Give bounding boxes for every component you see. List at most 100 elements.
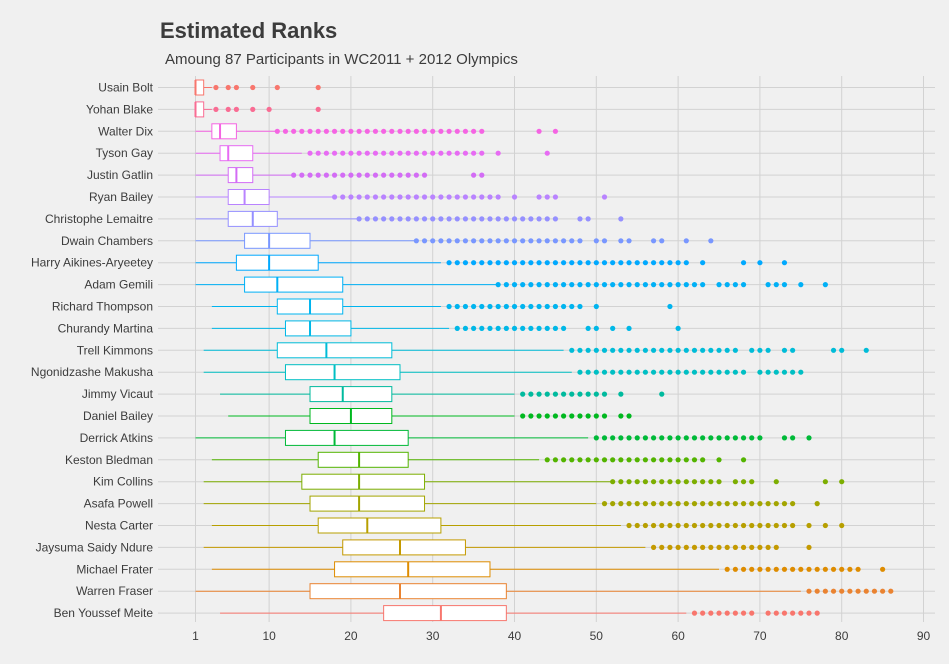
x-tick-label: 40 (508, 629, 522, 643)
outlier-point (413, 150, 419, 156)
outlier-point (471, 260, 477, 266)
outlier-point (667, 260, 673, 266)
outlier-point (781, 501, 788, 507)
outlier-point (307, 150, 313, 156)
outlier-point (708, 238, 714, 244)
outlier-point (732, 610, 738, 616)
y-category-label: Ngonidzashe Makusha (31, 365, 153, 379)
boxplot-row (195, 276, 828, 293)
outlier-point (520, 282, 526, 288)
outlier-point (446, 150, 452, 156)
outlier-point (446, 128, 452, 134)
outlier-point (495, 194, 501, 200)
outlier-point (790, 347, 796, 353)
outlier-point (544, 282, 550, 288)
outlier-point (552, 194, 559, 200)
outlier-point (503, 216, 509, 222)
outlier-point (732, 501, 738, 507)
outlier-point (593, 260, 599, 266)
outlier-point (691, 544, 698, 551)
outlier-point (536, 128, 542, 134)
outlier-point (642, 457, 649, 463)
box (334, 561, 491, 578)
outlier-point (740, 457, 747, 463)
boxplot-row (194, 79, 321, 96)
box (284, 429, 409, 446)
outlier-point (577, 391, 583, 397)
box (244, 232, 311, 249)
boxplot-row (203, 539, 812, 556)
outlier-point (421, 128, 428, 134)
outlier-point (544, 413, 550, 419)
outlier-point (454, 325, 460, 331)
outlier-point (569, 260, 575, 266)
outlier-point (650, 501, 657, 507)
outlier-point (213, 84, 219, 91)
boxplot-row (220, 386, 665, 403)
outlier-point (650, 238, 657, 244)
outlier-point (274, 128, 280, 134)
outlier-point (471, 150, 477, 156)
outlier-point (667, 544, 673, 551)
outlier-point (528, 238, 534, 244)
boxplot-row (195, 429, 812, 446)
outlier-point (675, 435, 681, 441)
outlier-point (577, 260, 583, 266)
outlier-point (585, 260, 591, 266)
outlier-point (405, 172, 411, 178)
outlier-point (790, 501, 796, 507)
outlier-point (691, 369, 698, 375)
outlier-point (675, 260, 681, 266)
outlier-point (421, 150, 428, 156)
outlier-point (593, 369, 599, 375)
outlier-point (479, 128, 485, 134)
outlier-point (462, 194, 469, 200)
boxplot-row (195, 189, 608, 205)
outlier-point (667, 479, 673, 485)
outlier-point (724, 522, 730, 529)
outlier-point (830, 588, 837, 594)
outlier-point (593, 238, 599, 244)
outlier-point (552, 457, 559, 463)
outlier-point (536, 413, 542, 419)
outlier-point (315, 172, 321, 178)
outlier-point (691, 501, 698, 507)
outlier-point (708, 369, 714, 375)
outlier-point (561, 391, 567, 397)
outlier-point (618, 282, 624, 288)
outlier-point (790, 610, 796, 616)
outlier-point (839, 347, 845, 353)
outlier-point (634, 522, 640, 529)
outlier-point (749, 566, 755, 572)
outlier-point (724, 544, 730, 551)
outlier-point (430, 216, 436, 222)
y-category-label: Churandy Martina (58, 321, 154, 335)
y-category-label: Walter Dix (98, 124, 153, 138)
outlier-point (462, 216, 469, 222)
outlier-point (511, 282, 518, 288)
outlier-point (520, 238, 526, 244)
outlier-point (708, 544, 714, 551)
x-tick-label: 50 (590, 629, 604, 643)
outlier-point (552, 282, 559, 288)
outlier-point (700, 457, 706, 463)
outlier-point (520, 303, 526, 310)
outlier-point (650, 522, 657, 529)
outlier-point (700, 610, 706, 616)
outlier-point (348, 150, 354, 156)
outlier-point (462, 128, 469, 134)
outlier-point (577, 369, 583, 375)
outlier-point (520, 260, 526, 266)
outlier-point (765, 282, 771, 288)
outlier-point (389, 194, 395, 200)
outlier-point (659, 522, 665, 529)
outlier-point (618, 457, 624, 463)
outlier-point (765, 501, 771, 507)
outlier-point (536, 325, 542, 331)
outlier-point (356, 194, 362, 200)
outlier-point (233, 84, 239, 91)
outlier-point (659, 479, 665, 485)
y-category-label: Christophe Lemaitre (45, 212, 153, 226)
outlier-point (839, 522, 845, 529)
